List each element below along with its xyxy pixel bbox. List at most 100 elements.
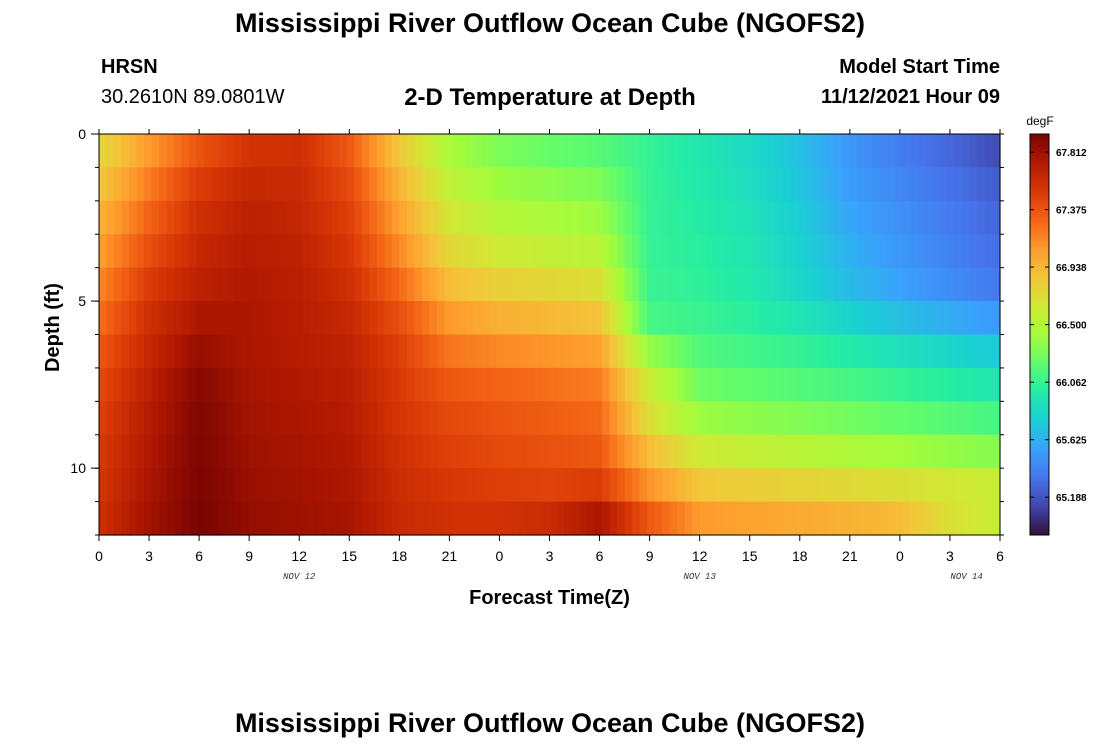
- heatmap-cell: [459, 434, 468, 469]
- heatmap-cell: [226, 234, 235, 269]
- heatmap-cell: [864, 134, 873, 169]
- heatmap-cell: [932, 468, 941, 503]
- heatmap-cell: [324, 301, 333, 336]
- heatmap-cell: [939, 401, 949, 436]
- x-tick-label: 6: [996, 548, 1004, 564]
- heatmap-cell: [166, 234, 175, 269]
- heatmap-cell: [331, 501, 340, 536]
- heatmap-cell: [894, 501, 903, 536]
- heatmap-cell: [151, 367, 160, 402]
- heatmap-cell: [977, 468, 986, 503]
- heatmap-cell: [639, 301, 648, 336]
- heatmap-cell: [114, 301, 123, 336]
- heatmap-cell: [579, 134, 588, 169]
- heatmap-cell: [144, 501, 153, 536]
- heatmap-cell: [241, 167, 250, 202]
- heatmap-cell: [759, 200, 768, 235]
- heatmap-cell: [797, 234, 806, 269]
- heatmap-cell: [474, 434, 483, 469]
- heatmap-cell: [384, 301, 393, 336]
- heatmap-cell: [256, 267, 265, 302]
- heatmap-cell: [624, 134, 633, 169]
- heatmap-cell: [331, 167, 340, 202]
- heatmap-cell: [662, 334, 671, 369]
- heatmap-cell: [714, 434, 723, 469]
- heatmap-cell: [466, 334, 476, 369]
- heatmap-cell: [639, 401, 648, 436]
- heatmap-cell: [992, 434, 1001, 469]
- heatmap-cell: [249, 434, 258, 469]
- heatmap-cell: [924, 367, 934, 402]
- heatmap-cell: [812, 200, 821, 235]
- heatmap-cell: [969, 334, 979, 369]
- heatmap-cell: [511, 200, 521, 235]
- heatmap-cell: [384, 501, 393, 536]
- heatmap-cell: [947, 401, 956, 436]
- heatmap-cell: [954, 401, 964, 436]
- heatmap-cell: [947, 434, 956, 469]
- heatmap-cell: [159, 434, 168, 469]
- heatmap-cell: [189, 367, 198, 402]
- heatmap-cell: [256, 167, 265, 202]
- heatmap-cell: [947, 267, 956, 302]
- heatmap-cell: [609, 267, 618, 302]
- heatmap-cell: [992, 134, 1001, 169]
- heatmap-cell: [519, 134, 528, 169]
- heatmap-cell: [827, 234, 836, 269]
- heatmap-cell: [399, 434, 408, 469]
- heatmap-cell: [699, 134, 708, 169]
- heatmap-cell: [932, 401, 941, 436]
- heatmap-cell: [602, 267, 611, 302]
- heatmap-cell: [399, 234, 408, 269]
- heatmap-cell: [451, 134, 460, 169]
- heatmap-cell: [879, 301, 888, 336]
- heatmap-cell: [159, 134, 168, 169]
- heatmap-cell: [129, 401, 138, 436]
- heatmap-cell: [797, 301, 806, 336]
- heatmap-cell: [241, 301, 250, 336]
- heatmap-cell: [196, 501, 205, 536]
- heatmap-cell: [774, 501, 783, 536]
- heatmap-cell: [144, 267, 153, 302]
- heatmap-cell: [324, 434, 333, 469]
- heatmap-cell: [564, 234, 573, 269]
- x-tick-label: 18: [792, 548, 808, 564]
- heatmap-cell: [549, 134, 558, 169]
- heatmap-cell: [564, 301, 573, 336]
- heatmap-cell: [984, 434, 994, 469]
- heatmap-cell: [624, 401, 633, 436]
- heatmap-cell: [316, 401, 325, 436]
- heatmap-cell: [511, 434, 521, 469]
- heatmap-cell: [264, 434, 273, 469]
- heatmap-cell: [767, 468, 776, 503]
- heatmap-cell: [917, 334, 926, 369]
- heatmap-cell: [954, 267, 964, 302]
- heatmap-cell: [804, 334, 813, 369]
- heatmap-cell: [444, 200, 453, 235]
- heatmap-cell: [249, 267, 258, 302]
- heatmap-cell: [804, 301, 813, 336]
- heatmap-cell: [872, 401, 881, 436]
- heatmap-cell: [789, 167, 798, 202]
- heatmap-cell: [189, 200, 198, 235]
- heatmap-cell: [271, 468, 280, 503]
- heatmap-cell: [496, 301, 506, 336]
- heatmap-cell: [962, 434, 971, 469]
- heatmap-cell: [309, 434, 318, 469]
- heatmap-cell: [121, 334, 130, 369]
- heatmap-cell: [549, 501, 558, 536]
- heatmap-cell: [669, 234, 678, 269]
- x-tick-label: 0: [95, 548, 103, 564]
- heatmap-cell: [294, 167, 303, 202]
- heatmap-cell: [804, 367, 813, 402]
- heatmap-cell: [699, 367, 708, 402]
- heatmap-cell: [99, 468, 108, 503]
- heatmap-cell: [602, 234, 611, 269]
- heatmap-cell: [579, 167, 588, 202]
- heatmap-cell: [932, 434, 941, 469]
- heatmap-cell: [459, 401, 468, 436]
- heatmap-cell: [526, 234, 536, 269]
- heatmap-cell: [511, 234, 521, 269]
- heatmap-cell: [346, 234, 355, 269]
- heatmap-cell: [121, 234, 130, 269]
